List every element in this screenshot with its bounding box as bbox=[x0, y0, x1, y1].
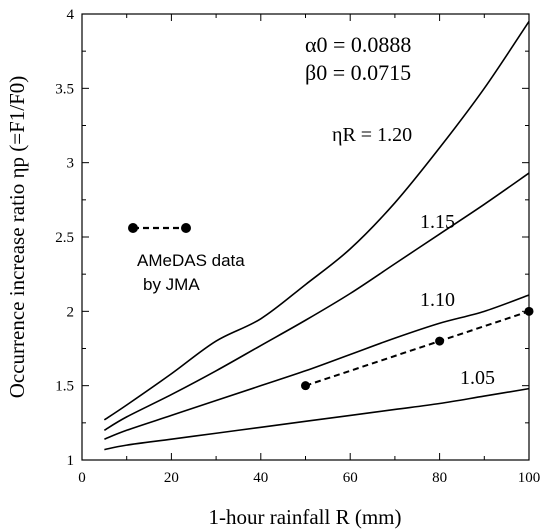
axis-ticks bbox=[81, 13, 530, 461]
x-tick-labels: 0 20 40 60 80 100 bbox=[78, 470, 540, 486]
legend-marker-right bbox=[181, 223, 191, 233]
observed-series bbox=[301, 306, 534, 391]
observed-point bbox=[435, 336, 445, 346]
x-tick-label: 0 bbox=[78, 470, 86, 486]
legend-text-line1: AMeDAS data bbox=[137, 251, 245, 270]
legend-text-line2: by JMA bbox=[143, 275, 200, 294]
x-tick-label: 100 bbox=[518, 470, 541, 486]
x-axis-title: 1-hour rainfall R (mm) bbox=[208, 505, 401, 529]
observed-point bbox=[524, 306, 534, 316]
y-tick-label: 2.5 bbox=[55, 230, 74, 246]
curve-label-1: ηR = 1.20 bbox=[332, 124, 412, 146]
legend-marker-left bbox=[128, 223, 138, 233]
curve-series-2 bbox=[103, 172, 530, 431]
y-tick-label: 1 bbox=[67, 453, 75, 469]
alpha-parameter: α0 = 0.0888 bbox=[305, 32, 411, 57]
curve-series-4 bbox=[104, 387, 530, 451]
x-tick-label: 60 bbox=[343, 470, 358, 486]
y-tick-label: 1.5 bbox=[55, 379, 74, 395]
x-tick-label: 40 bbox=[253, 470, 268, 486]
curve-label-4: 1.05 bbox=[460, 367, 495, 389]
x-tick-label: 20 bbox=[164, 470, 179, 486]
beta-parameter: β0 = 0.0715 bbox=[305, 60, 411, 85]
curve-series-1 bbox=[103, 20, 530, 421]
curve-series-3 bbox=[104, 294, 530, 440]
curve-label-2: 1.15 bbox=[420, 211, 455, 233]
y-tick-label: 3 bbox=[67, 156, 75, 172]
x-tick-label: 80 bbox=[432, 470, 447, 486]
y-axis-title: Occurrence increase ratio ηp (=F1/F0) bbox=[5, 76, 29, 399]
observed-line bbox=[305, 310, 530, 387]
y-tick-label: 3.5 bbox=[55, 81, 74, 97]
curve-label-3: 1.10 bbox=[420, 289, 455, 311]
y-tick-label: 4 bbox=[67, 7, 75, 23]
curve-labels: ηR = 1.20 1.15 1.10 1.05 bbox=[332, 124, 495, 389]
y-tick-labels: 1 1.5 2 2.5 3 3.5 4 bbox=[55, 7, 74, 469]
observed-point bbox=[301, 381, 310, 391]
y-tick-label: 2 bbox=[67, 304, 75, 320]
legend: AMeDAS data by JMA bbox=[128, 223, 245, 294]
curves bbox=[103, 20, 530, 451]
